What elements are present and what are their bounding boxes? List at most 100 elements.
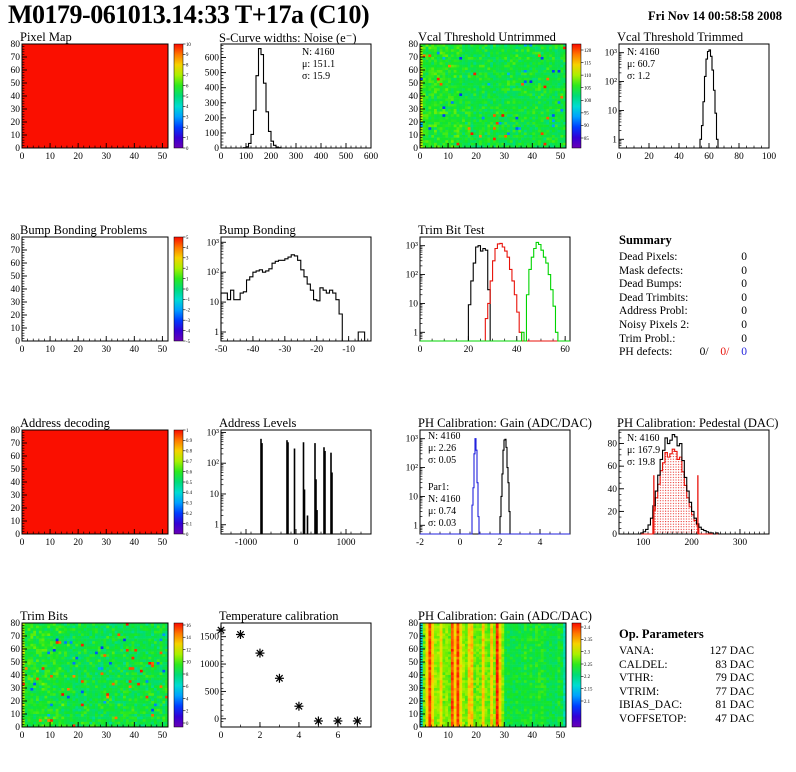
svg-text:30: 30 [11,298,21,308]
svg-text:30: 30 [11,491,21,501]
panel-vcal-untrimmed: Vcal Threshold Untrimmed 0 10 20 30 40 50 0 10 2… [398,28,597,221]
panel-bump-bonding-problems: Bump Bonding Problems 0 10 20 30 40 50 0 10 20 30… [0,221,199,414]
bump-bonding-plot: -50 -40 -30 -20 -10 1 10 10² 10³ [207,236,372,355]
svg-text:10: 10 [45,152,55,162]
svg-text:40: 40 [674,152,684,162]
svg-text:0: 0 [612,530,617,540]
svg-text:3: 3 [186,116,189,121]
svg-text:4: 4 [538,538,543,548]
svg-text:40: 40 [130,345,140,355]
panel-trim-bits: Trim Bits 0 10 20 30 40 50 0 10 20 30 40 50 60 70 80 16… [0,607,199,772]
svg-text:10: 10 [210,490,220,500]
svg-text:-4: -4 [186,329,191,334]
svg-text:40: 40 [130,538,140,548]
summary-rows: Dead Pixels: 0 Mask defects: 0 Dead Bumps:… [619,251,747,360]
svg-text:0: 0 [20,538,25,548]
svg-text:80: 80 [11,426,21,436]
plot-title: Vcal Threshold Untrimmed [418,30,556,44]
svg-text:80: 80 [11,233,21,243]
svg-text:-2: -2 [186,309,191,314]
svg-text:0.5: 0.5 [186,481,193,486]
svg-text:0: 0 [458,538,463,548]
svg-text:σ: 19.8: σ: 19.8 [627,457,655,468]
op-parameter-row: VANA: 127 DAC [619,645,754,657]
panel-bump-bonding: Bump Bonding -50 -40 -30 -20 -10 1 10 10² 10³ [199,221,398,414]
svg-text:115: 115 [584,61,592,66]
svg-text:70: 70 [11,53,21,63]
svg-text:0.4: 0.4 [186,491,193,496]
plot-title: Vcal Threshold Trimmed [617,30,744,44]
summary-panel: Summary Dead Pixels: 0 Mask defects: 0 Dea… [597,221,796,426]
plot-title: PH Calibration: Gain (ADC/DAC) [418,609,592,623]
svg-text:10: 10 [608,106,618,116]
svg-text:30: 30 [499,152,509,162]
summary-row: Noisy Pixels 2: 0 [619,318,747,331]
plot-title: Bump Bonding [219,223,296,237]
svg-text:2: 2 [498,538,503,548]
svg-text:4: 4 [186,246,189,251]
svg-text:600: 600 [364,152,379,162]
svg-text:100: 100 [205,129,220,139]
svg-text:σ: 0.03: σ: 0.03 [428,518,456,529]
svg-text:50: 50 [158,345,168,355]
svg-text:50: 50 [158,152,168,162]
svg-text:-10: -10 [342,345,355,355]
svg-text:70: 70 [11,246,21,256]
panel-scurve-noise: S-Curve widths: Noise (e⁻) 0 100 200 300 400… [199,28,398,221]
svg-text:10²: 10² [207,459,220,469]
svg-text:30: 30 [101,152,111,162]
svg-text:80: 80 [734,152,744,162]
panel-temperature-calibration: Temperature calibration 0 2 4 6 0 500 1000 1500 [199,607,398,772]
svg-text:30: 30 [101,345,111,355]
svg-text:5: 5 [186,95,189,100]
svg-text:10: 10 [409,299,419,309]
svg-text:1: 1 [413,328,418,338]
svg-text:4: 4 [186,105,189,110]
svg-text:105: 105 [584,87,592,92]
svg-text:10²: 10² [406,271,419,281]
svg-text:60: 60 [11,259,21,269]
svg-text:10: 10 [409,131,419,141]
op-parameter-row: IBIAS_DAC: 81 DAC [619,699,754,712]
svg-text:0.1: 0.1 [186,522,193,527]
svg-text:60: 60 [11,66,21,76]
svg-text:0: 0 [294,538,299,548]
svg-text:-2: -2 [416,538,424,548]
svg-text:60: 60 [409,66,419,76]
svg-text:-1: -1 [186,298,191,303]
svg-text:10²: 10² [207,268,220,278]
svg-text:100: 100 [762,152,777,162]
svg-text:10³: 10³ [207,238,220,248]
plot-title: Address decoding [20,416,110,430]
svg-text:σ: 1.2: σ: 1.2 [627,71,650,82]
svg-text:0: 0 [15,144,20,154]
plot-title: Trim Bit Test [418,223,485,237]
svg-text:400: 400 [205,84,220,94]
plot-title: PH Calibration: Pedestal (DAC) [617,416,779,430]
svg-text:70: 70 [11,439,21,449]
svg-text:50: 50 [11,79,21,89]
svg-text:100: 100 [239,152,254,162]
svg-text:N: 4160: N: 4160 [627,433,660,444]
svg-text:10: 10 [45,345,55,355]
op-parameter-row: VTRIM: 77 DAC [619,685,754,698]
svg-text:0: 0 [15,337,20,347]
panel-ph-gain-map: PH Calibration: Gain (ADC/DAC) 0 10 20 30 40… [398,607,597,772]
svg-text:10: 10 [210,298,220,308]
svg-text:-40: -40 [247,345,260,355]
svg-text:600: 600 [205,54,220,64]
svg-text:50: 50 [11,272,21,282]
svg-text:0: 0 [20,152,25,162]
svg-text:50: 50 [158,538,168,548]
panel-ph-gain-hist: PH Calibration: Gain (ADC/DAC) -2 0 2 4 1 10 1… [398,414,597,607]
svg-text:40: 40 [512,345,522,355]
svg-text:100: 100 [584,99,592,104]
svg-text:2: 2 [186,126,189,131]
svg-text:85: 85 [584,137,589,142]
svg-text:μ: 2.26: μ: 2.26 [428,443,456,454]
svg-text:σ: 15.9: σ: 15.9 [302,71,330,82]
svg-text:3: 3 [186,257,189,262]
